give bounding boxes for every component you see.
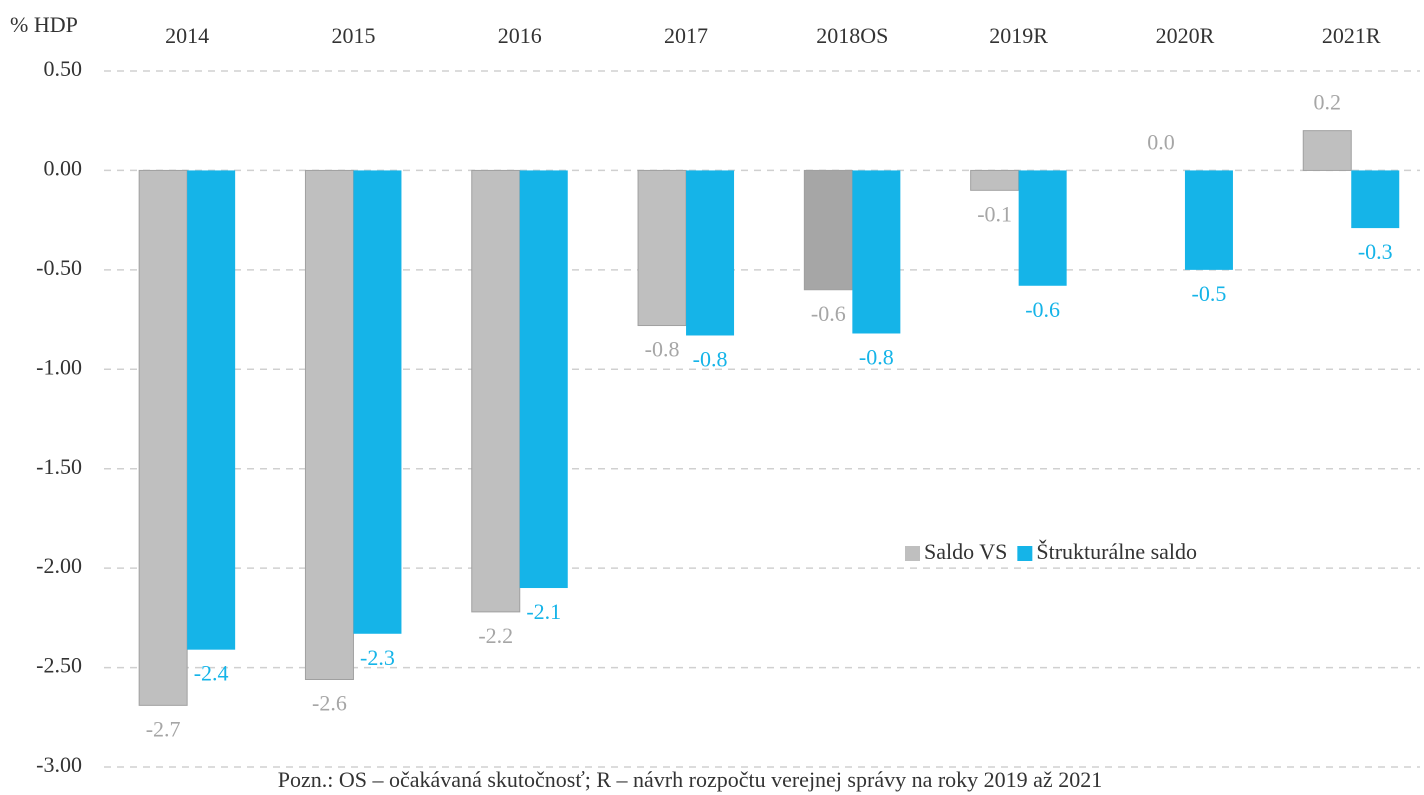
bar (1184, 170, 1233, 270)
y-tick-label: -1.00 (36, 354, 82, 379)
data-label: -0.1 (977, 201, 1012, 226)
x-tick-label: 2016 (498, 23, 542, 48)
y-unit: % HDP (10, 12, 78, 37)
bar (353, 170, 402, 634)
bar (471, 169, 521, 613)
data-label: 0.2 (1314, 90, 1342, 115)
legend-label: Štrukturálne saldo (1036, 539, 1197, 564)
y-tick-label: -3.00 (36, 752, 82, 777)
bar (187, 170, 236, 650)
data-label: -0.6 (1025, 297, 1060, 322)
bar (138, 169, 188, 706)
data-label: -2.4 (194, 661, 229, 686)
bar (686, 170, 735, 336)
x-tick-label: 2021R (1322, 23, 1381, 48)
bar (637, 169, 687, 327)
legend-swatch (905, 546, 920, 561)
data-label: -2.6 (312, 691, 347, 716)
data-label: -0.3 (1358, 239, 1393, 264)
y-tick-label: -0.50 (36, 255, 82, 280)
bar (1018, 170, 1067, 286)
note: Pozn.: OS – očakávaná skutočnosť; R – ná… (278, 767, 1102, 792)
bar (970, 169, 1020, 191)
bar (852, 170, 901, 334)
data-label: -0.8 (645, 337, 680, 362)
x-tick-label: 2019R (989, 23, 1048, 48)
x-tick-label: 2015 (331, 23, 375, 48)
x-tick-label: 2020R (1156, 23, 1215, 48)
legend-swatch (1017, 546, 1033, 561)
y-tick-label: 0.00 (44, 155, 83, 180)
y-tick-label: -2.00 (36, 553, 82, 578)
x-tick-label: 2018OS (816, 23, 888, 48)
data-label: -0.5 (1192, 281, 1227, 306)
x-tick-label: 2017 (664, 23, 708, 48)
x-tick-label: 2014 (165, 23, 209, 48)
data-label: -0.6 (811, 301, 846, 326)
bar (803, 169, 853, 291)
data-label: 0.0 (1147, 129, 1175, 154)
bar (304, 169, 354, 681)
bar (519, 170, 568, 589)
data-label: -2.7 (146, 716, 181, 741)
y-tick-label: -1.50 (36, 454, 82, 479)
data-label: -0.8 (859, 345, 894, 370)
data-label: -2.2 (478, 623, 513, 648)
data-label: -2.1 (526, 599, 561, 624)
bar (1302, 130, 1352, 171)
bar (1351, 170, 1400, 229)
legend-label: Saldo VS (924, 539, 1007, 564)
y-tick-label: -2.50 (36, 653, 82, 678)
data-label: -0.8 (693, 347, 728, 372)
y-tick-label: 0.50 (44, 56, 83, 81)
data-label: -2.3 (360, 645, 395, 670)
